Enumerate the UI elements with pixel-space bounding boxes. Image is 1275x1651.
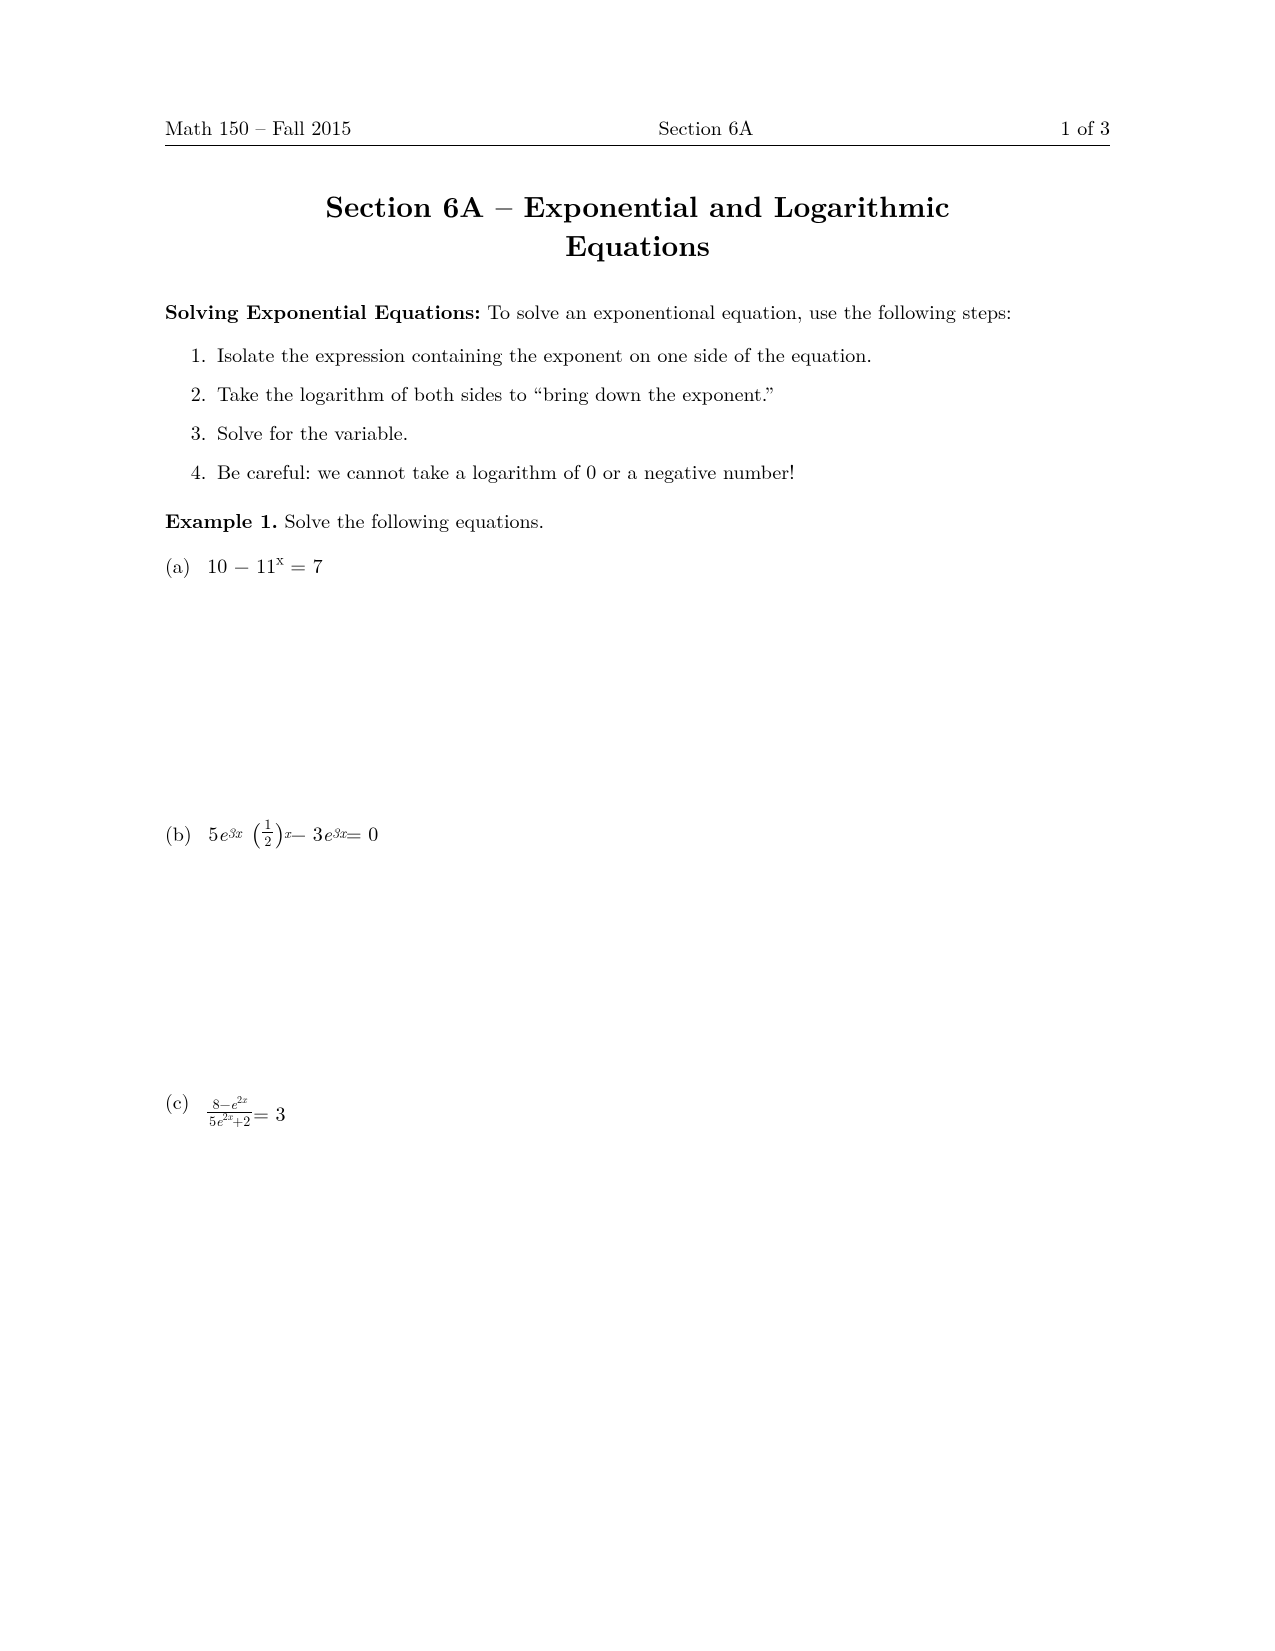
eq-a-sup: x	[276, 550, 284, 570]
header-left: Math 150 – Fall 2015	[165, 112, 351, 141]
problem-c: (c) 8−e2x 5e2x+2 = 3	[165, 1086, 1110, 1128]
eq-c-rhs: = 3	[253, 1098, 285, 1127]
eq-c-frac: 8−e2x 5e2x+2	[207, 1097, 252, 1128]
problem-b-label: (b)	[165, 818, 192, 847]
example-line: Example 1. Solve the following equations…	[165, 505, 1110, 534]
problem-a-label: (a)	[165, 550, 191, 579]
step-4: Be careful: we cannot take a logarithm o…	[213, 456, 1110, 485]
problem-c-label: (c)	[165, 1086, 189, 1115]
body: Solving Exponential Equations: To solve …	[165, 296, 1110, 1128]
problem-a-equation: 10 − 11x = 7	[207, 550, 322, 579]
header-center: Section 6A	[658, 112, 753, 141]
eq-c-den: 5e2x+2	[207, 1113, 252, 1128]
eq-b-minus: − 3	[291, 818, 323, 847]
eq-a-suffix: = 7	[284, 550, 323, 579]
steps-list: Isolate the expression containing the ex…	[165, 339, 1110, 485]
eq-b-suffix: = 0	[346, 818, 378, 847]
intro-rest: To solve an exponentional equation, use …	[481, 296, 1012, 325]
section-title: Section 6A – Exponential and Logarithmic…	[165, 186, 1110, 264]
eq-b-e2: e	[323, 818, 332, 847]
example-text: Solve the following equations.	[278, 505, 544, 534]
page-header: Math 150 – Fall 2015 Section 6A 1 of 3	[165, 112, 1110, 146]
eq-b-frac-den: 2	[262, 833, 273, 848]
problem-b: (b) 5e3x (12)x − 3e3x = 0	[165, 817, 1110, 848]
problem-c-equation: 8−e2x 5e2x+2 = 3	[206, 1097, 285, 1128]
eq-a-prefix: 10 − 11	[207, 550, 276, 579]
eq-c-num-exp: 2x	[237, 1092, 247, 1106]
title-line-2: Equations	[565, 223, 710, 265]
page: Math 150 – Fall 2015 Section 6A 1 of 3 S…	[0, 0, 1275, 1240]
intro-bold: Solving Exponential Equations:	[165, 296, 481, 325]
step-3: Solve for the variable.	[213, 417, 1110, 446]
eq-b-frac: 12	[262, 817, 273, 848]
problem-a: (a) 10 − 11x = 7	[165, 550, 1110, 579]
eq-c-den-exp: 2x	[223, 1109, 233, 1123]
step-2: Take the logarithm of both sides to “bri…	[213, 378, 1110, 407]
problem-b-equation: 5e3x (12)x − 3e3x = 0	[208, 817, 378, 848]
step-1: Isolate the expression containing the ex…	[213, 339, 1110, 368]
intro-paragraph: Solving Exponential Equations: To solve …	[165, 296, 1110, 325]
eq-c-den-suffix: +2	[232, 1111, 250, 1131]
title-line-1: Section 6A – Exponential and Logarithmic	[325, 184, 949, 226]
eq-b-coef1: 5	[208, 818, 218, 847]
eq-b-e1: e	[218, 818, 227, 847]
header-right: 1 of 3	[1061, 112, 1110, 141]
example-label: Example 1.	[165, 505, 278, 534]
